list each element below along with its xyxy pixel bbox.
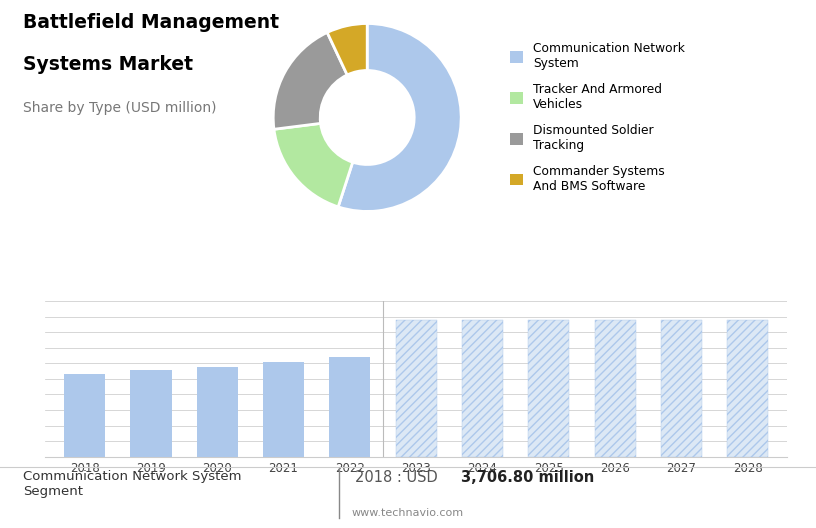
Text: Battlefield Management: Battlefield Management xyxy=(23,13,279,32)
Text: Systems Market: Systems Market xyxy=(23,55,193,74)
Wedge shape xyxy=(273,32,347,129)
Wedge shape xyxy=(327,23,367,75)
Bar xyxy=(396,319,437,457)
Text: Share by Type (USD million): Share by Type (USD million) xyxy=(23,101,216,116)
Text: Communication Network System
Segment: Communication Network System Segment xyxy=(23,470,242,498)
Bar xyxy=(528,319,570,457)
Text: 2018 : USD: 2018 : USD xyxy=(355,470,442,485)
Bar xyxy=(727,319,768,457)
Bar xyxy=(330,357,370,457)
Bar xyxy=(462,319,503,457)
Bar xyxy=(661,319,702,457)
Bar xyxy=(197,366,237,457)
Legend: Communication Network
System, Tracker And Armored
Vehicles, Dismounted Soldier
T: Communication Network System, Tracker An… xyxy=(509,42,685,193)
Bar xyxy=(131,370,171,457)
Bar xyxy=(263,362,304,457)
Bar xyxy=(595,319,636,457)
Text: 3,706.80 million: 3,706.80 million xyxy=(461,470,594,485)
Wedge shape xyxy=(274,124,353,207)
Bar xyxy=(64,374,105,457)
Wedge shape xyxy=(338,23,461,211)
Text: www.technavio.com: www.technavio.com xyxy=(352,508,464,518)
